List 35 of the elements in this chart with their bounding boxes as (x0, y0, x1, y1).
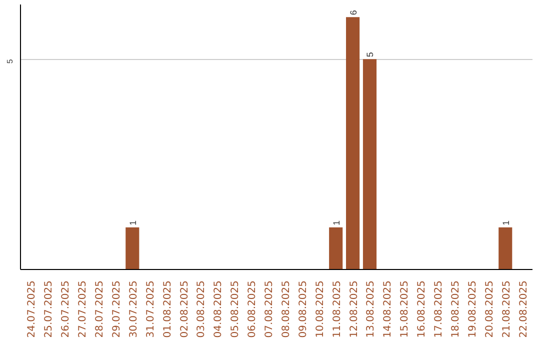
x-tick-label: 29.07.2025 (111, 280, 122, 338)
x-tick-label: 14.08.2025 (382, 280, 394, 338)
x-tick-label: 03.08.2025 (196, 280, 208, 338)
x-tick-label: 20.08.2025 (484, 280, 496, 338)
x-tick-label: 09.08.2025 (298, 280, 309, 338)
x-tick-label: 26.07.2025 (60, 280, 72, 338)
x-tick-label: 21.08.2025 (501, 280, 512, 338)
x-tick-label: 13.08.2025 (366, 280, 377, 338)
x-tick-label: 10.08.2025 (314, 280, 326, 338)
x-tick-label: 12.08.2025 (348, 280, 360, 338)
x-tick-label: 16.08.2025 (416, 280, 428, 338)
data-label: 1 (331, 220, 342, 226)
x-tick-label: 25.07.2025 (44, 280, 55, 338)
data-label: 1 (500, 220, 511, 226)
x-tick-label: 11.08.2025 (332, 280, 343, 338)
x-tick-label: 07.08.2025 (264, 280, 276, 338)
x-tick-label: 17.08.2025 (434, 280, 445, 338)
x-tick-label: 06.08.2025 (247, 280, 258, 338)
x-tick-label: 01.08.2025 (162, 280, 174, 338)
x-tick-label: 19.08.2025 (467, 280, 478, 338)
x-tick-label: 22.08.2025 (518, 280, 530, 338)
x-tick-label: 02.08.2025 (179, 280, 190, 338)
x-tick-label: 30.07.2025 (128, 280, 140, 338)
x-tick-label: 08.08.2025 (280, 280, 292, 338)
x-tick-label: 15.08.2025 (400, 280, 411, 338)
x-tick-label: 05.08.2025 (230, 280, 242, 338)
x-tick-label: 27.07.2025 (78, 280, 89, 338)
data-label: 5 (365, 52, 376, 58)
x-tick-label: 18.08.2025 (450, 280, 462, 338)
data-label: 1 (128, 220, 138, 226)
data-label: 6 (348, 10, 358, 16)
x-tick-label: 24.07.2025 (26, 280, 38, 338)
x-tick-label: 28.07.2025 (94, 280, 106, 338)
x-tick-label: 04.08.2025 (213, 280, 224, 338)
x-tick-label: 31.07.2025 (145, 280, 156, 338)
